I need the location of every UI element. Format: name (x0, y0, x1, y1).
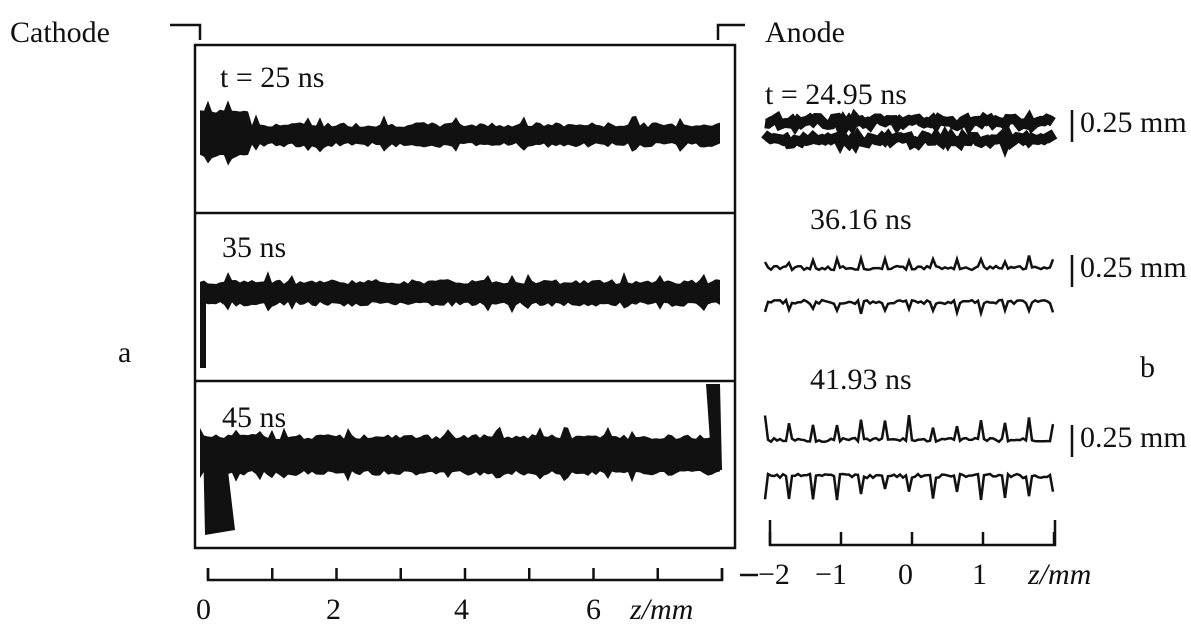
cathode-bracket (170, 23, 202, 40)
trace (763, 471, 1055, 501)
scale-label: 0.25 mm (1080, 106, 1187, 139)
trace (763, 297, 1055, 318)
waveform (200, 100, 720, 166)
panel-label: a (118, 336, 131, 369)
tick-label: 2 (326, 593, 341, 626)
frame-time: t = 25 ns (220, 61, 324, 94)
frame-time: t = 24.95 ns (765, 78, 907, 111)
waveform (200, 300, 206, 368)
tick-label: −1 (815, 558, 847, 591)
waveform (200, 426, 720, 483)
frame-time: 36.16 ns (810, 203, 912, 236)
trace (764, 108, 1056, 138)
waveform (706, 384, 722, 470)
tick-label: 6 (586, 593, 601, 626)
waveform (200, 271, 720, 314)
trace (763, 414, 1055, 444)
scale-label: 0.25 mm (1080, 251, 1187, 284)
frame-time: 45 ns (222, 401, 286, 434)
tick-label: 4 (454, 593, 469, 626)
axis-unit: z/mm (629, 593, 693, 626)
frame-time: 41.93 ns (810, 363, 912, 396)
frame-time: 35 ns (222, 231, 286, 264)
tick-label: 0 (196, 593, 211, 626)
tick-label: 1 (972, 558, 987, 591)
scale-label: 0.25 mm (1080, 421, 1187, 454)
anode-bracket (716, 23, 745, 40)
tick-label: 0 (898, 558, 913, 591)
cathode-label: Cathode (10, 16, 110, 49)
waveform (203, 440, 235, 535)
panel-label: b (1140, 351, 1155, 384)
trace (763, 253, 1055, 272)
anode-label: Anode (765, 16, 845, 49)
trace (761, 123, 1058, 158)
panel-a-frame (193, 43, 737, 550)
tick-label: −2 (758, 558, 790, 591)
axis-unit: z/mm (1027, 558, 1091, 591)
